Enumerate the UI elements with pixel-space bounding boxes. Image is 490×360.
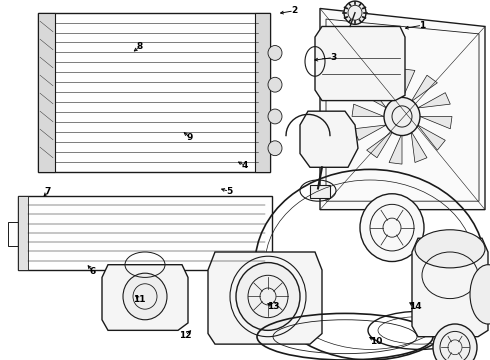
Ellipse shape bbox=[360, 194, 424, 261]
Polygon shape bbox=[402, 69, 415, 99]
Text: 12: 12 bbox=[179, 331, 192, 340]
Ellipse shape bbox=[384, 98, 420, 135]
Text: 3: 3 bbox=[330, 53, 336, 62]
Polygon shape bbox=[208, 252, 322, 344]
Text: 9: 9 bbox=[187, 133, 194, 142]
Text: 5: 5 bbox=[226, 187, 232, 196]
Text: 8: 8 bbox=[137, 42, 143, 51]
Polygon shape bbox=[255, 13, 270, 171]
Ellipse shape bbox=[344, 1, 366, 24]
Polygon shape bbox=[367, 131, 393, 158]
Polygon shape bbox=[417, 125, 445, 150]
Bar bbox=[310, 185, 330, 198]
Text: 13: 13 bbox=[267, 302, 280, 311]
Polygon shape bbox=[18, 196, 28, 270]
Text: 10: 10 bbox=[370, 337, 383, 346]
Polygon shape bbox=[377, 71, 393, 102]
Polygon shape bbox=[354, 125, 387, 140]
Polygon shape bbox=[300, 111, 358, 167]
Polygon shape bbox=[411, 131, 427, 162]
Text: 4: 4 bbox=[242, 161, 248, 170]
Polygon shape bbox=[38, 13, 270, 171]
Text: 11: 11 bbox=[133, 295, 146, 304]
Polygon shape bbox=[411, 75, 438, 102]
Ellipse shape bbox=[123, 273, 167, 320]
Ellipse shape bbox=[268, 141, 282, 156]
Text: 2: 2 bbox=[291, 6, 297, 15]
Text: 14: 14 bbox=[409, 302, 422, 311]
Polygon shape bbox=[102, 265, 188, 330]
Ellipse shape bbox=[415, 230, 485, 268]
Text: 1: 1 bbox=[419, 21, 425, 30]
Polygon shape bbox=[315, 27, 405, 100]
Text: 7: 7 bbox=[45, 187, 51, 196]
Polygon shape bbox=[359, 83, 387, 108]
Text: 6: 6 bbox=[90, 267, 96, 276]
Ellipse shape bbox=[268, 45, 282, 60]
Polygon shape bbox=[352, 104, 384, 117]
Polygon shape bbox=[38, 13, 55, 171]
Polygon shape bbox=[420, 117, 452, 129]
Polygon shape bbox=[18, 196, 272, 270]
Ellipse shape bbox=[470, 265, 490, 324]
Ellipse shape bbox=[236, 262, 300, 330]
Polygon shape bbox=[389, 134, 402, 164]
Ellipse shape bbox=[433, 324, 477, 360]
Polygon shape bbox=[412, 238, 488, 337]
Polygon shape bbox=[320, 9, 485, 210]
Ellipse shape bbox=[268, 77, 282, 92]
Polygon shape bbox=[417, 93, 450, 108]
Ellipse shape bbox=[268, 109, 282, 124]
